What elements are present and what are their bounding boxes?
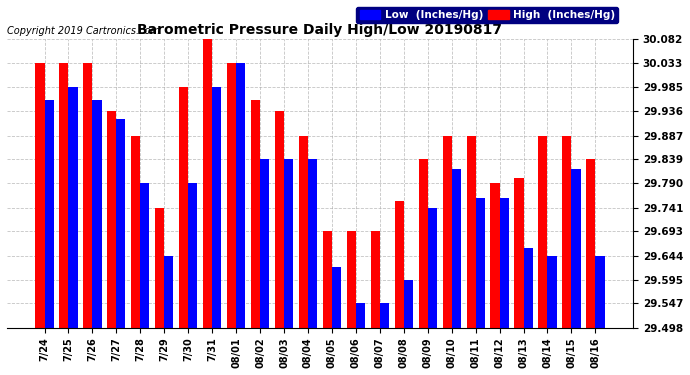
Title: Barometric Pressure Daily High/Low 20190817: Barometric Pressure Daily High/Low 20190… [137,23,502,37]
Text: Copyright 2019 Cartronics.com: Copyright 2019 Cartronics.com [7,26,160,36]
Bar [404,280,413,375]
Bar [491,183,500,375]
Bar [251,99,260,375]
Bar [140,183,150,375]
Bar [515,178,524,375]
Bar [571,169,580,375]
Bar [260,159,269,375]
Bar [117,119,126,375]
Bar [212,87,221,375]
Bar [203,39,212,375]
Bar [380,303,389,375]
Bar [452,169,461,375]
Bar [547,255,557,375]
Bar [371,231,380,375]
Bar [419,159,428,375]
Bar [68,87,77,375]
Bar [35,63,44,375]
Bar [188,183,197,375]
Bar [347,231,356,375]
Bar [59,63,68,375]
Bar [131,135,140,375]
Bar [595,255,604,375]
Bar [332,267,341,375]
Bar [155,208,164,375]
Bar [284,159,293,375]
Bar [179,87,188,375]
Bar [164,255,173,375]
Bar [586,159,595,375]
Bar [83,63,92,375]
Bar [227,63,236,375]
Bar [428,208,437,375]
Bar [500,198,509,375]
Bar [236,63,245,375]
Bar [395,201,404,375]
Legend: Low  (Inches/Hg), High  (Inches/Hg): Low (Inches/Hg), High (Inches/Hg) [357,7,618,24]
Bar [356,303,365,375]
Bar [44,99,54,375]
Bar [562,135,571,375]
Bar [299,135,308,375]
Bar [442,135,452,375]
Bar [107,111,117,375]
Bar [466,135,475,375]
Bar [92,99,101,375]
Bar [524,248,533,375]
Bar [308,159,317,375]
Bar [475,198,485,375]
Bar [275,111,284,375]
Bar [323,231,332,375]
Bar [538,135,547,375]
